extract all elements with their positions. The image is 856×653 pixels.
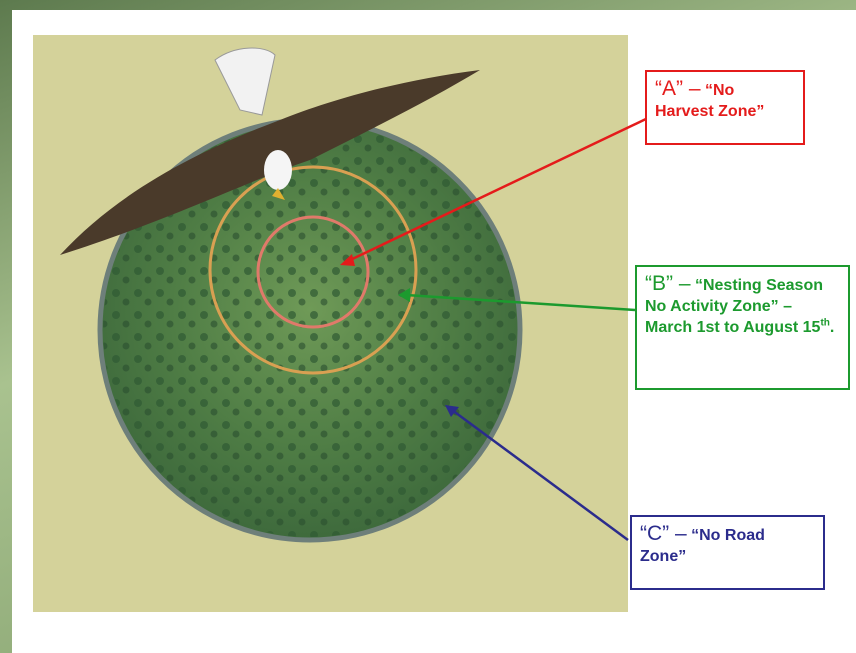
zone-letter: “A” – bbox=[655, 77, 701, 100]
superscript: th bbox=[820, 318, 829, 329]
tail: . bbox=[830, 319, 834, 336]
label-a: “A” – “No Harvest Zone” bbox=[645, 70, 805, 145]
zone-letter: “B” – bbox=[645, 272, 691, 295]
label-c: “C” – “No Road Zone” bbox=[630, 515, 825, 590]
label-b: “B” – “Nesting Season No Activity Zone” … bbox=[635, 265, 850, 390]
page: “A” – “No Harvest Zone” “B” – “Nesting S… bbox=[0, 0, 856, 653]
zone-letter: “C” – bbox=[640, 522, 687, 545]
